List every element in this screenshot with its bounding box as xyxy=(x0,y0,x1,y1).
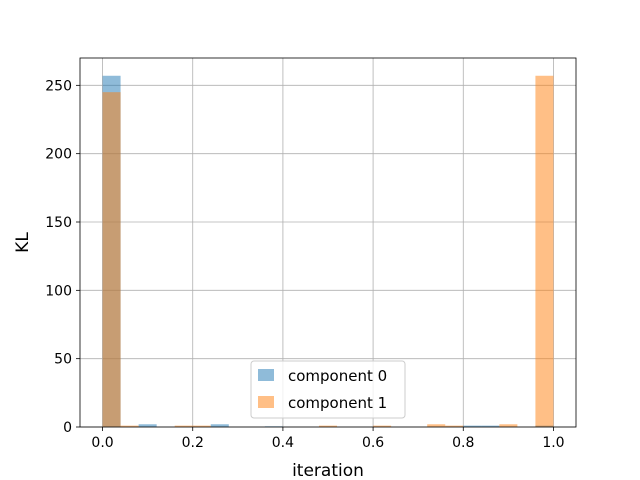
legend-swatch-component-1 xyxy=(258,396,274,408)
bar-series-0 xyxy=(481,425,500,427)
bar-series-1 xyxy=(174,425,193,427)
y-axis-label: KL xyxy=(13,232,33,253)
plot-frame xyxy=(79,57,577,428)
y-tick-label: 250 xyxy=(45,78,72,94)
y-tick-label: 200 xyxy=(45,147,72,163)
legend-swatch-component-0 xyxy=(258,369,274,381)
x-tick-label: 1.0 xyxy=(542,435,564,451)
bar-series-1 xyxy=(318,425,338,427)
legend-box xyxy=(250,360,406,419)
bar-series-1 xyxy=(102,92,121,428)
x-tick-label: 0.4 xyxy=(272,435,294,451)
grid xyxy=(80,58,576,428)
bar-series-1 xyxy=(120,425,139,427)
bar-series-0 xyxy=(210,424,229,427)
bar-series-1 xyxy=(535,75,554,428)
bars xyxy=(102,75,554,428)
bar-series-1 xyxy=(192,425,211,427)
x-tick-label: 0.2 xyxy=(182,435,204,451)
y-tick-label: 100 xyxy=(45,283,72,299)
x-tick-label: 0.0 xyxy=(91,435,113,451)
y-tick-label: 0 xyxy=(63,420,72,436)
y-ticks: 0 50 100 150 200 250 xyxy=(45,78,80,436)
bar-series-1 xyxy=(445,425,464,427)
x-ticks: 0.0 0.2 0.4 0.6 0.8 1.0 xyxy=(91,427,565,451)
x-tick-label: 0.8 xyxy=(452,435,474,451)
y-tick-label: 50 xyxy=(54,352,72,368)
y-tick-label: 150 xyxy=(45,215,72,231)
legend: component 0 component 1 xyxy=(250,360,406,419)
bar-series-1 xyxy=(373,425,392,427)
bar-series-1 xyxy=(499,424,518,427)
legend-label-component-0: component 0 xyxy=(288,367,387,385)
bar-series-1 xyxy=(427,424,446,427)
x-tick-label: 0.6 xyxy=(362,435,384,451)
x-axis-label: iteration xyxy=(292,461,364,480)
bar-series-0 xyxy=(138,424,157,427)
bar-series-0 xyxy=(463,425,482,427)
legend-label-component-1: component 1 xyxy=(288,394,387,412)
